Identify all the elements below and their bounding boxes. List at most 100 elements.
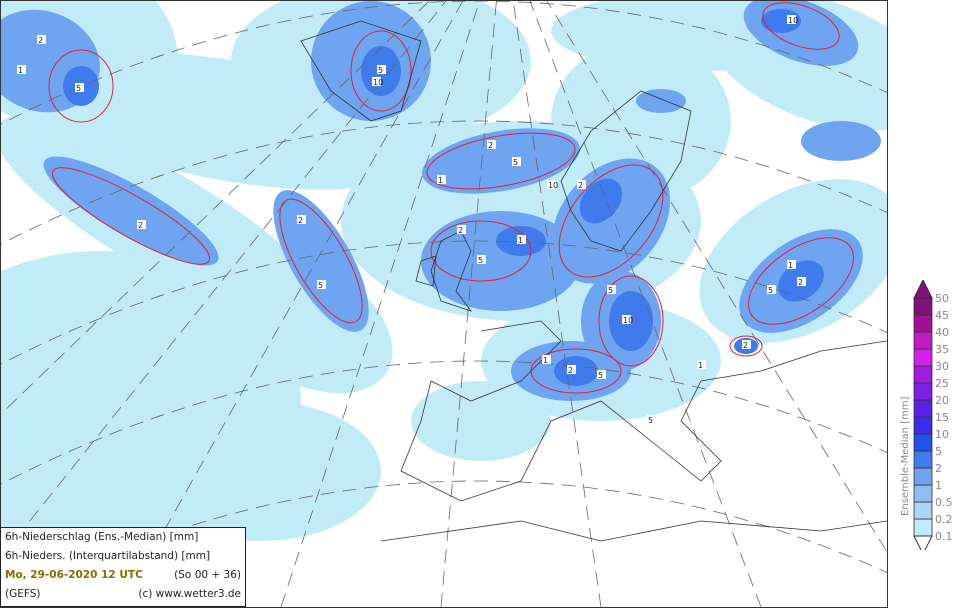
- colorbar-tick-label: 45: [935, 309, 949, 322]
- graticule-meridian: [120, 0, 464, 608]
- colorbar-tick-label: 40: [935, 326, 949, 339]
- contour-label-bg: [607, 285, 616, 294]
- contour-label: 2: [138, 221, 143, 230]
- contour-label: 2: [298, 216, 303, 225]
- contour-label: 10: [788, 16, 798, 25]
- contour-label: 5: [513, 158, 518, 167]
- iqr-contour: [430, 220, 532, 282]
- contour-label: 1: [788, 261, 793, 270]
- contour-label: 10: [548, 181, 558, 190]
- precip-area-heavy: [579, 178, 623, 224]
- contour-label: 5: [76, 84, 81, 93]
- contour-label: 1: [518, 236, 523, 245]
- contour-label: 2: [578, 181, 583, 190]
- colorbar-tick-label: 10: [935, 428, 949, 441]
- colorbar-tick-label: 1: [935, 479, 942, 492]
- colorbar-tick-label: 25: [935, 377, 949, 390]
- contour-label-bg: [75, 83, 84, 92]
- graticule-meridian: [280, 0, 481, 608]
- graticule-parallel: [0, 0, 960, 129]
- coastline: [380, 520, 888, 542]
- valid-date: Mo, 29-06-2020 12 UTC: [5, 569, 143, 581]
- contour-label-bg: [797, 277, 806, 286]
- colorbar-title: Ensemble-Median [mm]: [900, 396, 911, 516]
- contour-label-bg: [137, 220, 146, 229]
- precip-area-moderate: [551, 158, 671, 284]
- iqr-contour: [51, 167, 211, 265]
- contour-label: 1: [543, 356, 548, 365]
- contour-label: 5: [378, 66, 383, 75]
- contour-label: 5: [608, 286, 613, 295]
- contour-label: 5: [478, 256, 483, 265]
- graticule-meridian: [529, 0, 762, 608]
- colorbar-tick-label: 5: [935, 445, 942, 458]
- contour-label: 10: [623, 316, 633, 325]
- colorbar-bin: [913, 467, 933, 486]
- colorbar-tick-label: 15: [935, 411, 949, 424]
- colorbar-bin: [913, 450, 933, 469]
- graticule-meridian: [0, 0, 431, 416]
- contour-label-bg: [767, 285, 776, 294]
- contour-label-bg: [372, 77, 381, 86]
- run-info: (So 00 + 36): [174, 569, 241, 581]
- colorbar-tick-label: 20: [935, 394, 949, 407]
- iqr-contour: [279, 198, 363, 324]
- contour-label-bg: [542, 355, 551, 364]
- contour-label: 2: [38, 36, 43, 45]
- precip-area-moderate: [43, 156, 219, 266]
- contour-label-bg: [17, 65, 26, 74]
- coastline: [415, 255, 437, 287]
- contour-label-bg: [567, 365, 576, 374]
- colorbar-tick-label: 0.1: [935, 530, 953, 543]
- contour-label-bg: [457, 225, 466, 234]
- graticule-parallel: [0, 120, 960, 249]
- copyright: (c) www.wetter3.de: [138, 588, 241, 600]
- precip-area-light: [141, 401, 381, 541]
- iqr-contour: [350, 30, 412, 112]
- contour-label-bg: [477, 255, 486, 264]
- iqr-contour: [48, 49, 114, 123]
- graticule-meridian: [0, 0, 448, 559]
- precip-area-moderate: [801, 121, 881, 161]
- legend-line-iqr: 6h-Nieders. (Interquartilabstand) [mm]: [5, 550, 211, 562]
- precip-area-moderate: [636, 89, 686, 113]
- contour-label: 1: [438, 176, 443, 185]
- colorbar-bin: [913, 501, 933, 520]
- graticule-parallel: [0, 360, 960, 489]
- contour-label: 2: [458, 226, 463, 235]
- contour-label-bg: [297, 215, 306, 224]
- colorbar-tick-label: 2: [935, 462, 942, 475]
- contour-label-bg: [487, 140, 496, 149]
- contour-label: 1: [18, 66, 23, 75]
- colorbar-bin: [913, 314, 933, 333]
- contour-label: 2: [568, 366, 573, 375]
- colorbar: 0.10.20.5125101520253035404550Ensemble-M…: [900, 280, 953, 550]
- iqr-contour: [598, 275, 664, 367]
- contour-label: 5: [768, 286, 773, 295]
- colorbar-bin: [913, 382, 933, 401]
- contour-label-bg: [317, 280, 326, 289]
- contour-label: 5: [598, 371, 603, 380]
- contour-label: 2: [798, 278, 803, 287]
- model-name: (GEFS): [5, 588, 41, 600]
- iqr-contour: [748, 237, 854, 325]
- contour-label-bg: [512, 157, 521, 166]
- contour-label: 1: [698, 361, 703, 370]
- graticule-meridian: [545, 0, 922, 608]
- contour-label-bg: [697, 360, 706, 369]
- colorbar-bin: [913, 433, 933, 452]
- contour-label-bg: [547, 180, 556, 189]
- colorbar-bin: [913, 399, 933, 418]
- contour-label: 2: [488, 141, 493, 150]
- contour-label-bg: [577, 180, 586, 189]
- colorbar-bottom-arrow: [913, 535, 933, 550]
- iqr-contour: [729, 335, 763, 357]
- contour-label: 5: [648, 416, 653, 425]
- colorbar-tick-label: 0.5: [935, 496, 953, 509]
- graticule-parallel: [0, 480, 960, 609]
- iqr-contour: [558, 164, 664, 278]
- contour-label-bg: [377, 65, 386, 74]
- coastline: [430, 230, 473, 312]
